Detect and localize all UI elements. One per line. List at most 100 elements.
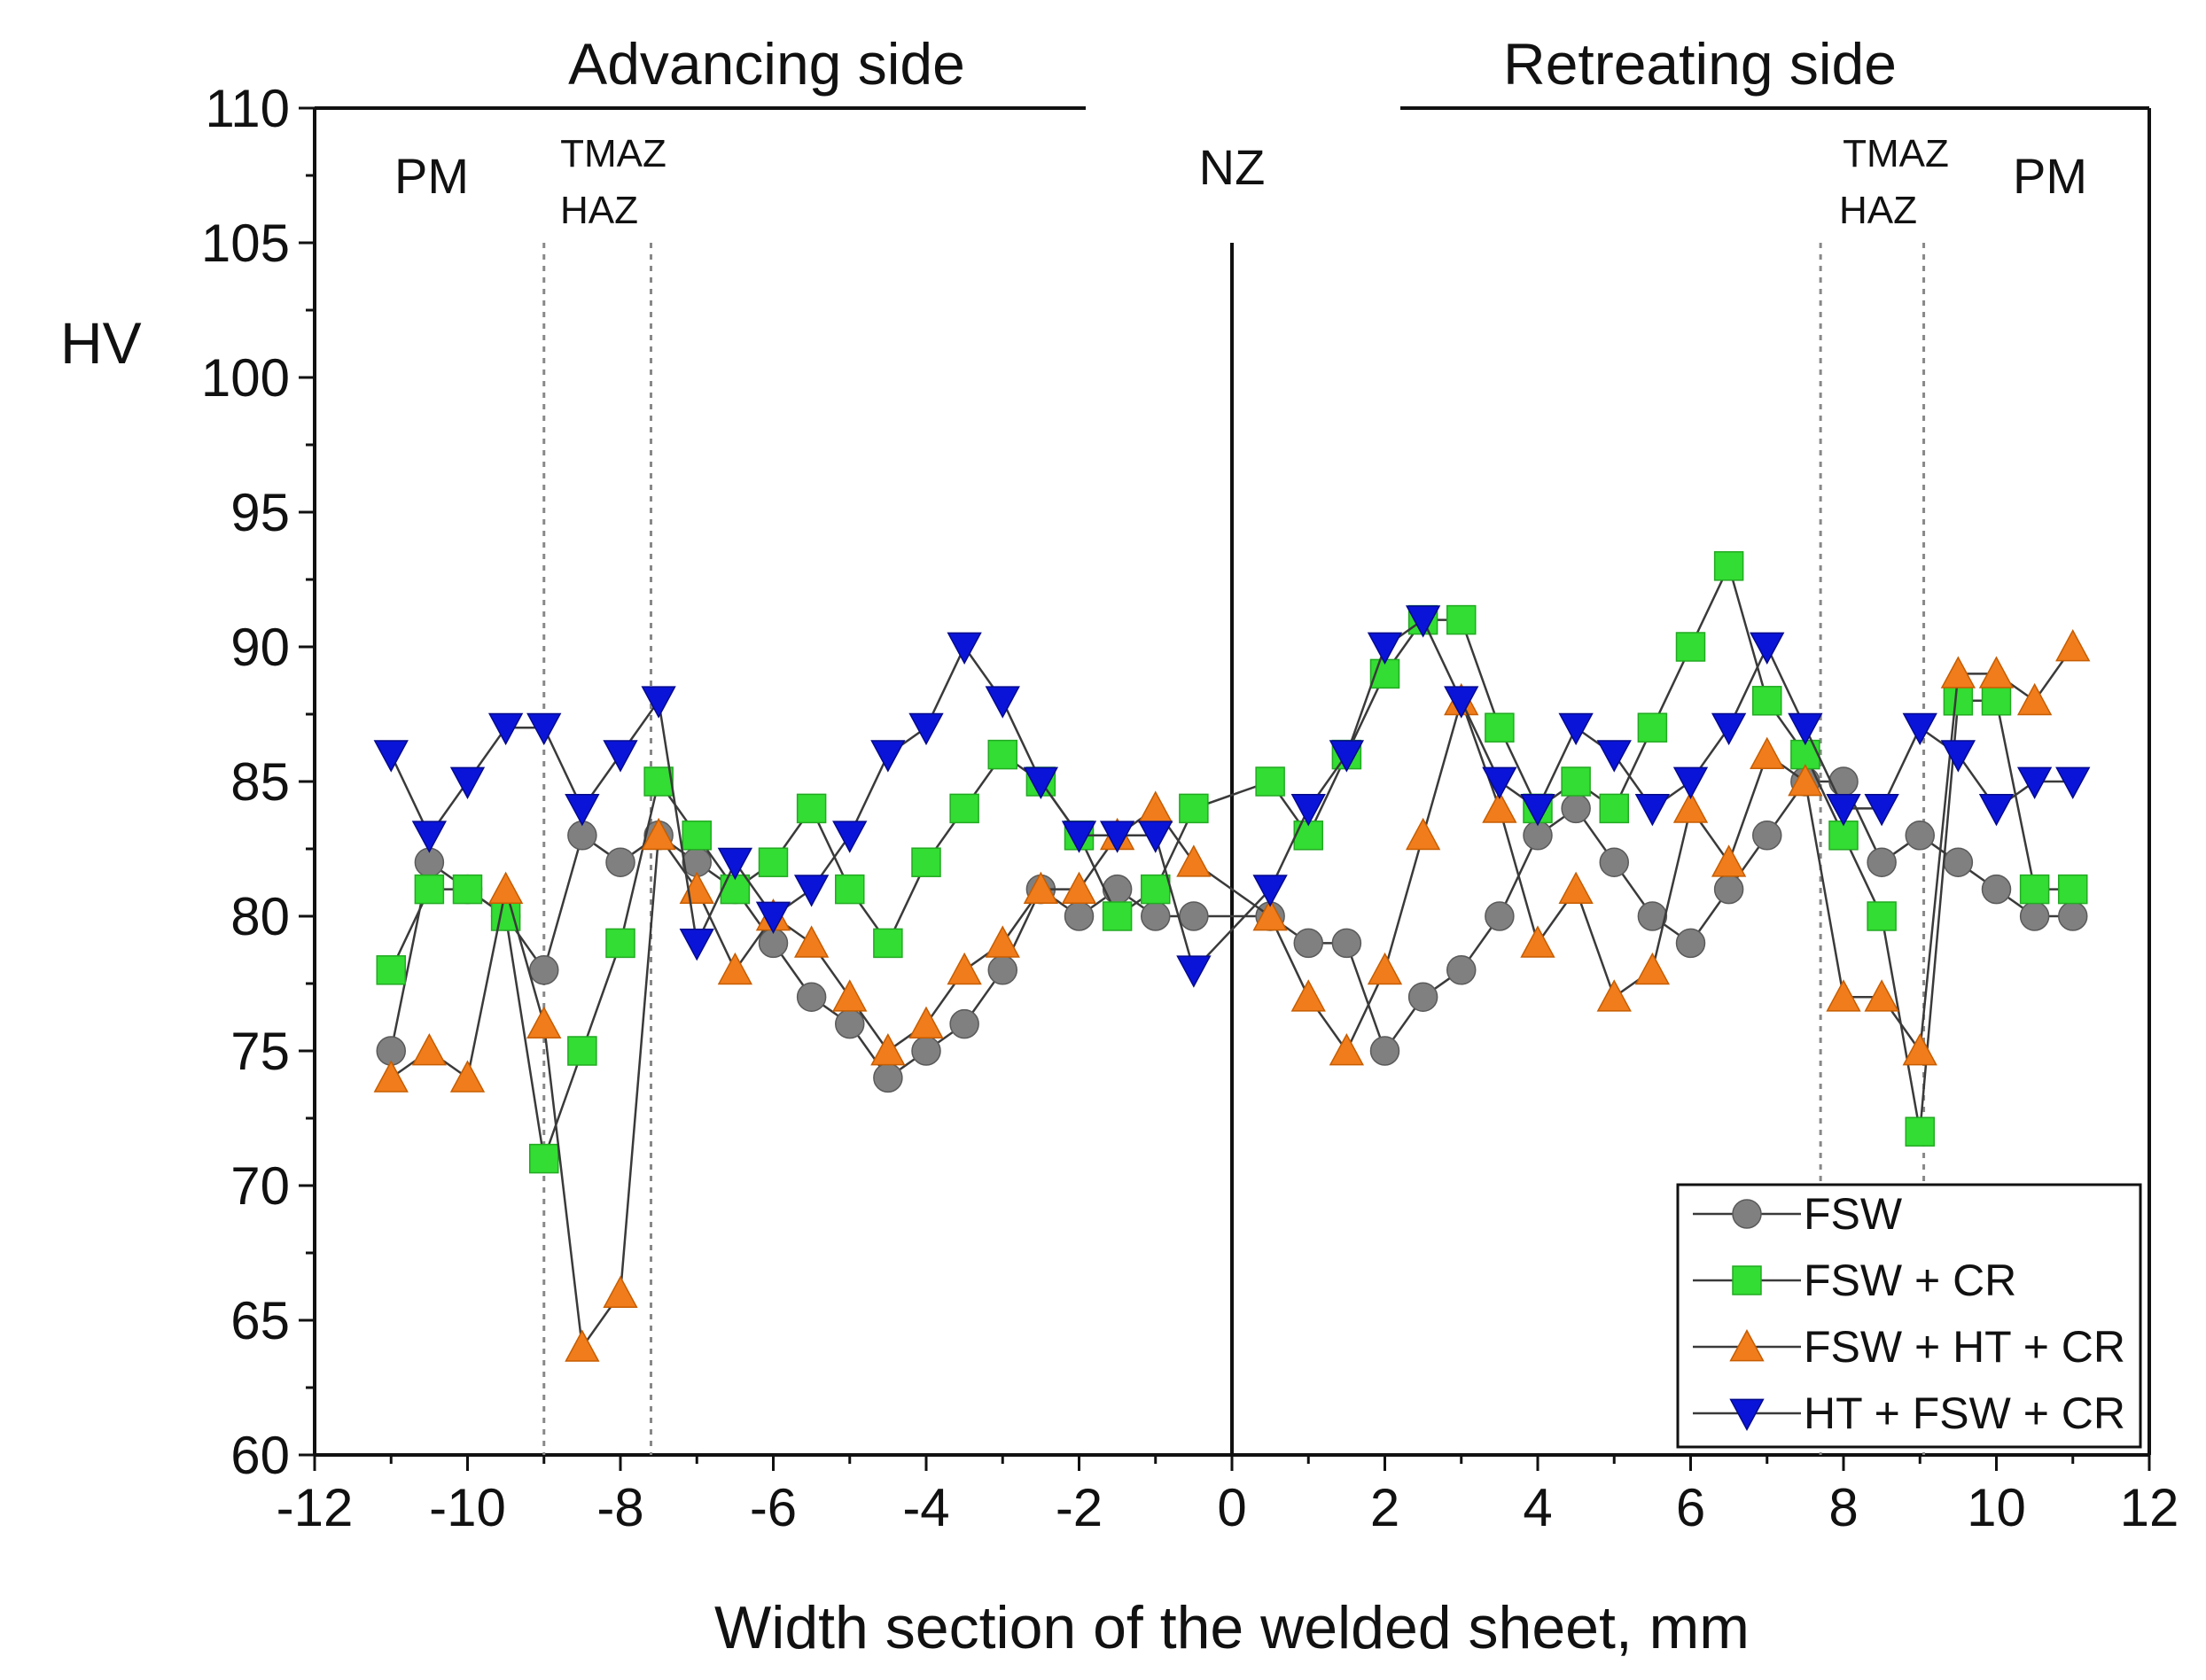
- data-point-fsw: [1675, 928, 1706, 959]
- data-point-fsw: [1981, 874, 2012, 905]
- data-point-fsw-cr: [1905, 1116, 1935, 1147]
- data-point-fsw-cr: [1637, 712, 1668, 743]
- data-point-fsw-ht-cr: [832, 979, 868, 1012]
- data-point-fsw-ht-cr: [793, 925, 830, 958]
- data-point-fsw-cr: [1179, 793, 1209, 824]
- y-tick-label: 60: [230, 1426, 290, 1485]
- data-point-fsw: [605, 847, 635, 877]
- data-point-ht-fsw-cr: [1176, 955, 1212, 988]
- y-tick-label: 100: [201, 348, 290, 408]
- x-tick-label: 6: [1676, 1478, 1705, 1537]
- data-point-ht-fsw-cr: [1902, 712, 1937, 746]
- data-point-fsw-ht-cr: [373, 1060, 409, 1093]
- data-point-ht-fsw-cr: [1826, 794, 1861, 827]
- data-point-fsw-cr: [643, 766, 674, 797]
- legend-marker-fsw-ht-cr: [1729, 1329, 1765, 1362]
- data-point-ht-fsw-cr: [1864, 794, 1899, 827]
- data-point-fsw: [796, 982, 827, 1012]
- data-point-ht-fsw-cr: [1596, 740, 1632, 773]
- x-tick-label: 8: [1828, 1478, 1858, 1537]
- data-point-fsw-cr: [376, 955, 406, 985]
- data-point-fsw: [1828, 766, 1859, 797]
- data-point-ht-fsw-cr: [832, 821, 868, 853]
- legend-marker-fsw-cr: [1732, 1265, 1762, 1295]
- zone-boundaries: [542, 243, 1926, 1455]
- data-point-fsw: [1599, 847, 1629, 877]
- data-point-ht-fsw-cr: [793, 875, 830, 907]
- y-tick-label: 90: [230, 618, 290, 677]
- data-point-fsw-ht-cr: [1176, 844, 1212, 877]
- y-tick-label: 65: [230, 1291, 290, 1350]
- region-label-tmaz-left: TMAZ: [560, 132, 666, 175]
- data-point-fsw-ht-cr: [1940, 656, 1976, 688]
- advancing-side-label: Advancing side: [568, 31, 965, 97]
- data-point-fsw-ht-cr: [1520, 925, 1555, 958]
- y-tick-label: 70: [230, 1156, 290, 1216]
- data-point-fsw-cr: [1713, 551, 1744, 581]
- x-tick-label: 12: [2120, 1478, 2179, 1537]
- data-point-ht-fsw-cr: [641, 686, 676, 719]
- data-point-ht-fsw-cr: [1558, 712, 1594, 746]
- data-point-fsw-cr: [911, 847, 941, 877]
- data-point-ht-fsw-cr: [1482, 766, 1517, 799]
- data-point-fsw-ht-cr: [1061, 871, 1097, 904]
- legend-label-fsw: FSW: [1804, 1189, 1903, 1239]
- data-point-fsw-ht-cr: [1367, 952, 1403, 985]
- data-point-fsw-ht-cr: [1711, 844, 1747, 877]
- data-point-fsw-cr: [1141, 874, 1171, 905]
- data-point-ht-fsw-cr: [1978, 794, 2015, 827]
- region-label-nz: NZ: [1199, 139, 1266, 195]
- data-point-fsw: [949, 1008, 979, 1039]
- x-tick-label: 4: [1523, 1478, 1552, 1537]
- data-point-fsw: [1713, 874, 1744, 905]
- data-point-fsw-cr: [452, 874, 483, 905]
- data-point-ht-fsw-cr: [1138, 821, 1173, 853]
- data-point-ht-fsw-cr: [1788, 712, 1823, 746]
- data-point-fsw-cr: [682, 821, 712, 851]
- data-point-fsw-cr: [529, 1143, 559, 1174]
- data-point-fsw-cr: [796, 793, 827, 824]
- data-point-fsw-ht-cr: [1978, 656, 2015, 688]
- data-point-fsw-cr: [1255, 766, 1285, 797]
- y-tick-label: 85: [230, 752, 290, 812]
- data-point-fsw-ht-cr: [2055, 629, 2091, 662]
- data-point-fsw: [1331, 928, 1362, 959]
- data-point-ht-fsw-cr: [1023, 766, 1059, 799]
- data-point-fsw-ht-cr: [1023, 871, 1059, 904]
- data-point-fsw-ht-cr: [411, 1033, 448, 1066]
- data-point-fsw: [1293, 928, 1323, 959]
- data-point-fsw-cr: [758, 847, 789, 877]
- y-tick-label: 75: [230, 1022, 290, 1081]
- data-point-fsw-cr: [1981, 686, 2012, 716]
- y-tick-label: 110: [205, 79, 290, 138]
- data-point-fsw: [873, 1062, 903, 1093]
- data-point-fsw: [1102, 874, 1133, 905]
- data-point-fsw-cr: [2019, 874, 2050, 905]
- data-point-fsw: [911, 1036, 941, 1066]
- y-tick-label: 105: [201, 214, 290, 273]
- data-point-fsw-cr: [1752, 686, 1782, 716]
- data-point-fsw-ht-cr: [1405, 817, 1441, 851]
- data-point-ht-fsw-cr: [1290, 794, 1326, 827]
- data-point-ht-fsw-cr: [1750, 632, 1785, 665]
- data-point-fsw-cr: [949, 793, 979, 824]
- series-ht-fsw-cr: [373, 605, 2091, 988]
- data-point-ht-fsw-cr: [449, 766, 486, 799]
- data-point-fsw: [1752, 821, 1782, 851]
- data-point-ht-fsw-cr: [526, 712, 562, 746]
- data-point-fsw-ht-cr: [1290, 979, 1326, 1012]
- x-tick-label: -4: [902, 1478, 949, 1537]
- data-point-fsw-cr: [567, 1036, 597, 1066]
- data-point-fsw-ht-cr: [1672, 790, 1709, 823]
- data-point-fsw: [1179, 901, 1209, 931]
- data-point-fsw: [529, 955, 559, 985]
- y-tick-label: 95: [230, 483, 290, 542]
- data-point-fsw-cr: [987, 739, 1017, 770]
- data-point-fsw: [1637, 901, 1668, 931]
- data-point-ht-fsw-cr: [1711, 712, 1747, 746]
- data-point-ht-fsw-cr: [1444, 686, 1479, 719]
- data-point-fsw-ht-cr: [1634, 952, 1671, 985]
- x-tick-label: 2: [1370, 1478, 1399, 1537]
- data-point-fsw-ht-cr: [947, 952, 982, 985]
- data-point-fsw: [2058, 901, 2088, 931]
